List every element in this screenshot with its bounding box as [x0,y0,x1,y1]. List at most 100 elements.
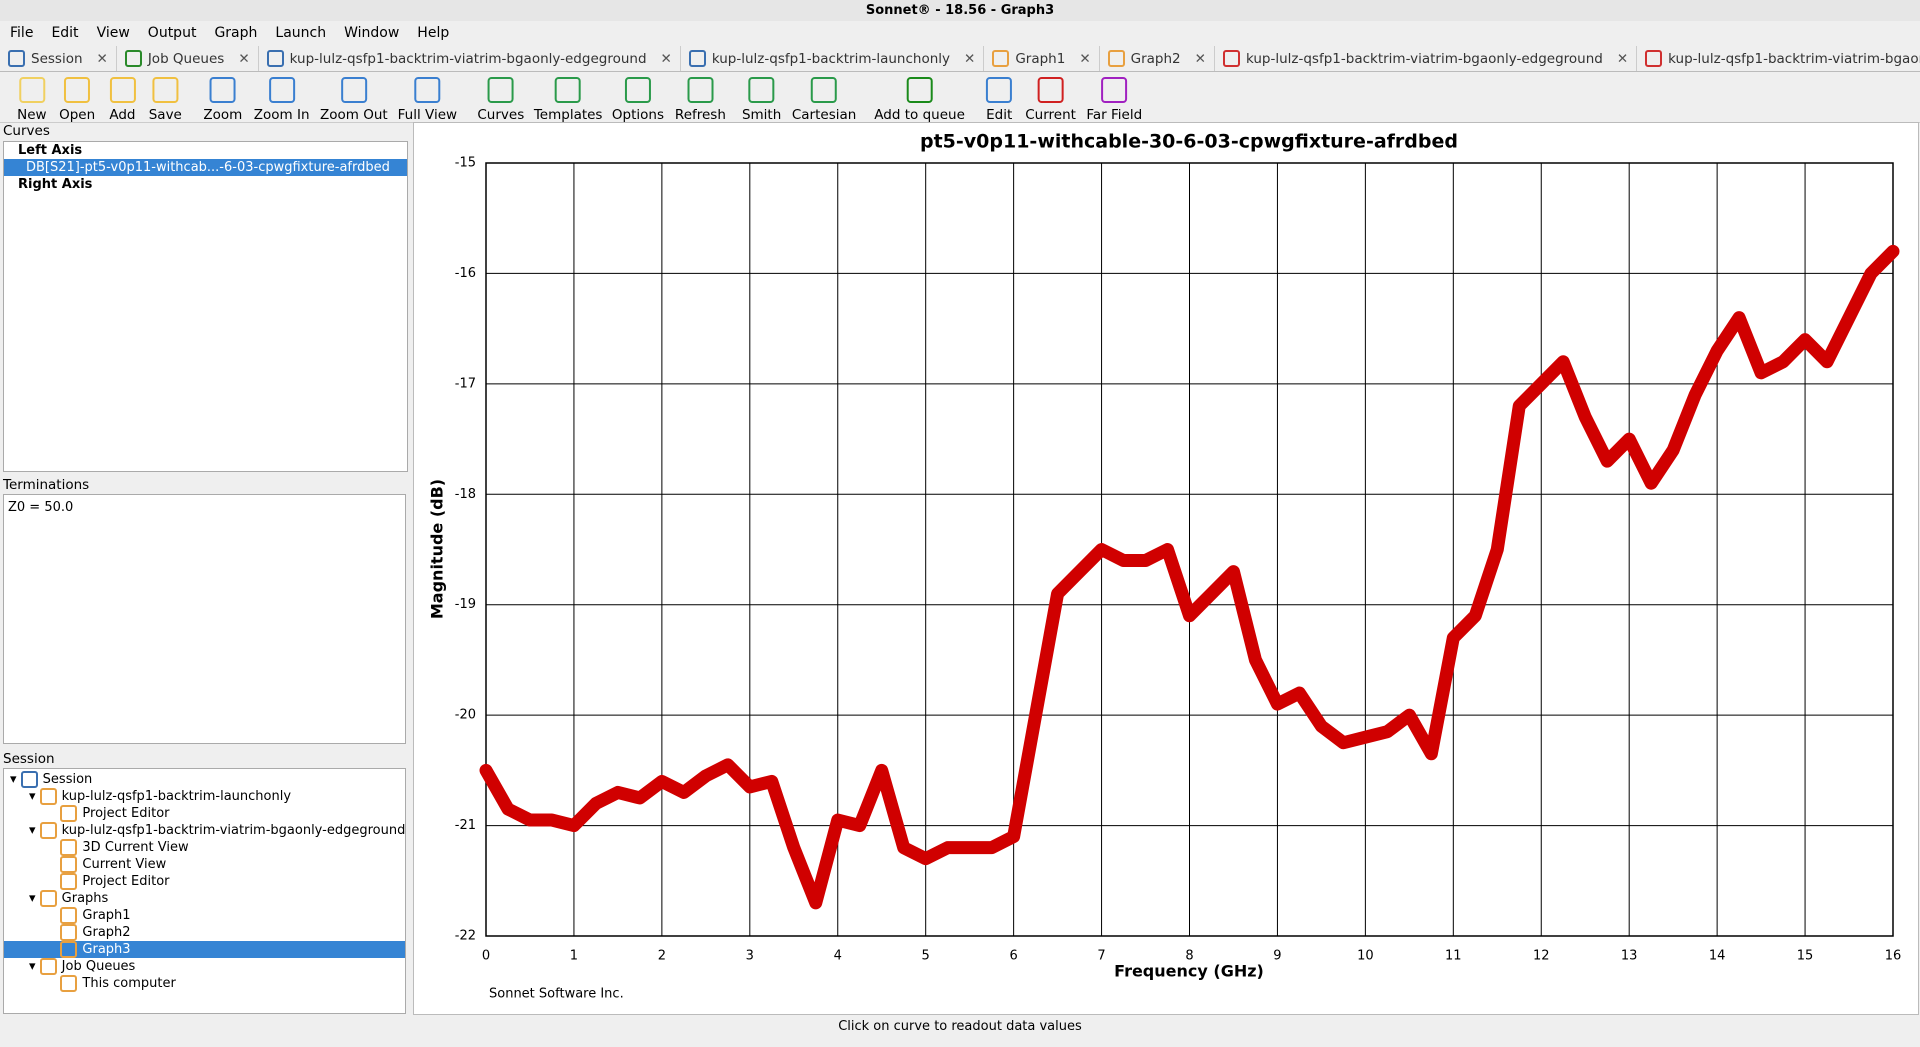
tree-toggle [48,908,60,923]
x-tick-label: 12 [1533,949,1550,964]
tree-toggle [48,806,60,821]
tree-item[interactable]: Current View [4,856,405,873]
tab-close[interactable]: ✕ [96,50,108,67]
tree-item[interactable]: Graph3 [4,941,405,958]
tab[interactable]: kup-lulz-qsfp1-backtrim-viatrim-bgaonly-… [259,46,681,71]
tree-label: Graph2 [82,925,131,940]
toolbar-label: Far Field [1086,107,1143,123]
x-tick-label: 13 [1621,949,1638,964]
toolbar-button[interactable]: Add to queue [874,75,965,123]
toolbar-button[interactable]: Templates [533,75,603,123]
y-tick-label: -22 [455,929,476,944]
toolbar-button[interactable]: Refresh [675,75,726,123]
tab[interactable]: kup-lulz-qsfp1-backtrim-launchonly ✕ [681,46,985,71]
tree-icon [39,788,57,805]
toolbar-label: Refresh [674,107,726,123]
tab-close[interactable]: ✕ [1616,50,1629,67]
tree-toggle [48,840,60,855]
tab[interactable]: kup-lulz-qsfp1-backtrim-viatrim-bgaonly-… [1637,46,1920,71]
tab-label: Session [31,50,83,67]
tab[interactable]: Job Queues ✕ [117,46,259,71]
menu-item[interactable]: Edit [51,25,79,41]
toolbar-icon [687,77,714,103]
chart: pt5-v0p11-withcable-30-6-03-cpwgfixture-… [413,122,1919,1015]
toolbar-button[interactable]: Edit [986,75,1012,123]
x-tick-label: 7 [1097,949,1105,964]
window-title: Sonnet® - 18.56 - Graph3 [0,0,1920,21]
tree-toggle: ▾ [29,959,40,974]
tab-close[interactable]: ✕ [238,50,250,67]
toolbar-button[interactable]: Zoom [203,75,242,123]
tab[interactable]: Session ✕ [0,46,117,71]
toolbar-button[interactable]: Current [1025,75,1076,123]
menu-item[interactable]: Output [147,25,197,41]
toolbar-button[interactable]: Curves [477,75,524,123]
menu-item[interactable]: Graph [214,25,258,41]
tab[interactable]: Graph1 ✕ [984,46,1100,71]
tree-item[interactable]: Graph2 [4,924,405,941]
tab-icon [688,50,706,67]
tree-label: kup-lulz-qsfp1-backtrim-launchonly [61,789,292,804]
menu-item[interactable]: Help [417,25,450,41]
toolbar-button[interactable]: Save [149,75,182,123]
tree-item[interactable]: ▾ kup-lulz-qsfp1-backtrim-launchonly [4,788,405,805]
tree-item[interactable]: Right Axis [18,177,93,192]
toolbar-icon [624,77,651,103]
tree-item[interactable]: Project Editor [4,873,405,890]
panel-title: Session [3,751,55,767]
menu-item[interactable]: Window [344,25,400,41]
toolbar-button[interactable]: New [17,75,47,123]
toolbar-label: Options [611,107,664,123]
x-tick-label: 4 [834,949,842,964]
tab-close[interactable]: ✕ [1194,50,1206,67]
tab-icon [1645,50,1663,67]
x-tick-label: 1 [570,949,578,964]
tree-item[interactable]: ▾ Graphs [4,890,405,907]
toolbar-button[interactable]: Open [59,75,95,123]
x-tick-label: 15 [1797,949,1814,964]
tab-close[interactable]: ✕ [964,50,976,67]
tree-item[interactable]: ▾ kup-lulz-qsfp1-backtrim-viatrim-bgaonl… [4,822,405,839]
terminations-panel: Z0 = 50.0 [3,494,406,744]
tree-label: Session [42,772,93,787]
tree-icon [60,907,78,924]
toolbar-label: Open [59,107,96,123]
toolbar-button[interactable]: Zoom In [254,75,310,123]
tree-item[interactable]: Project Editor [4,805,405,822]
x-tick-label: 6 [1009,949,1017,964]
tree-item[interactable]: 3D Current View [4,839,405,856]
tree-item[interactable]: ▾ Job Queues [4,958,405,975]
tree-item[interactable]: This computer [4,975,405,992]
tab-close[interactable]: ✕ [660,50,672,67]
toolbar-label: Templates [533,107,603,123]
tree-toggle: ▾ [29,789,40,804]
toolbar-icon [1101,77,1128,103]
toolbar-button[interactable]: Full View [398,75,457,123]
toolbar-button[interactable]: Smith [742,75,781,123]
toolbar-button[interactable]: Zoom Out [320,75,388,123]
tab[interactable]: Graph2 ✕ [1100,46,1215,71]
tree-label: Project Editor [82,806,170,821]
toolbar-icon [487,77,514,103]
toolbar-button[interactable]: Add [109,75,136,123]
toolbar-button[interactable]: Cartesian [792,75,856,123]
tree-label: kup-lulz-qsfp1-backtrim-viatrim-bgaonly-… [61,823,406,838]
x-tick-label: 14 [1709,949,1726,964]
tree-item[interactable]: ▾ Session [4,771,405,788]
tree-toggle [48,942,60,957]
tree-item[interactable]: Graph1 [4,907,405,924]
menu-item[interactable]: View [96,25,130,41]
tree-label: 3D Current View [82,840,189,855]
tab-close[interactable]: ✕ [1079,50,1091,67]
tab-icon [1107,50,1125,67]
tree-item[interactable]: Left Axis [18,143,83,158]
tab[interactable]: kup-lulz-qsfp1-backtrim-viatrim-bgaonly-… [1215,46,1638,71]
toolbar-label: Add [109,107,136,123]
toolbar-button[interactable]: Options [612,75,664,123]
tab-label: kup-lulz-qsfp1-backtrim-launchonly [711,50,951,67]
menu-item[interactable]: Launch [275,25,327,41]
curve-item[interactable]: DB[S21]-pt5-v0p11-withcab...-6-03-cpwgfi… [4,159,407,176]
menu-item[interactable]: File [10,25,34,41]
toolbar-button[interactable]: Far Field [1086,75,1142,123]
x-tick-label: 2 [658,949,666,964]
